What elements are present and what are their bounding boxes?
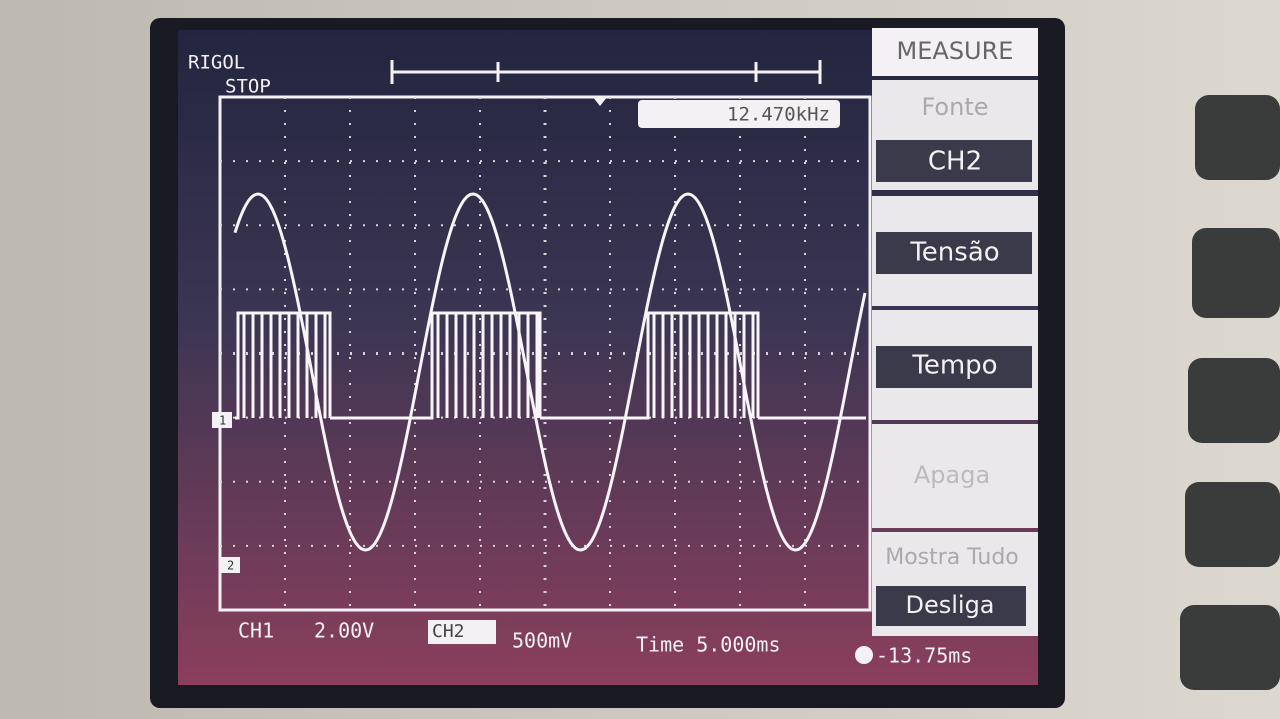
menu: MEASURE Fonte CH2 Tensão Tempo Apaga Mos… <box>872 28 1038 636</box>
soft-button[interactable] <box>1195 95 1280 180</box>
menu-label: Fonte <box>921 93 988 121</box>
menu-value: Desliga <box>905 591 994 619</box>
ch2-badge <box>428 620 496 644</box>
soft-button[interactable] <box>1185 482 1280 567</box>
status-bar: CH1 2.00V CH2 500mV Time 5.000ms -13.75m… <box>238 619 972 668</box>
menu-value-box <box>876 586 1026 626</box>
ch1-trace <box>235 311 866 420</box>
ch2-scale: 500mV <box>512 629 572 653</box>
frequency-readout: 12.470kHz <box>727 104 830 126</box>
menu-value-box <box>876 232 1032 274</box>
ch1-marker-label: 1 <box>219 414 226 428</box>
menu-label: Apaga <box>914 461 990 489</box>
ch2-marker <box>220 557 240 573</box>
menu-value-box <box>876 346 1032 388</box>
menu-value-box <box>876 140 1032 182</box>
ch2-trace <box>233 192 867 552</box>
menu-label: Tempo <box>911 351 997 381</box>
menu-value: CH2 <box>928 147 982 177</box>
ch2-marker-label: 2 <box>227 559 234 573</box>
menu-title: MEASURE <box>897 37 1014 65</box>
trigger-offset: -13.75ms <box>876 644 972 668</box>
ch1-scale: 2.00V <box>314 619 374 643</box>
ch1-marker <box>212 412 232 428</box>
run-status: STOP <box>225 76 271 98</box>
menu-label: Mostra Tudo <box>885 545 1019 570</box>
time-scale: Time 5.000ms <box>636 633 781 657</box>
memory-bar <box>390 60 822 84</box>
menu-label: Tensão <box>909 238 999 268</box>
readout-box <box>638 100 840 128</box>
menu-title-box <box>872 28 1038 76</box>
ch1-label: CH1 <box>238 619 274 643</box>
soft-button[interactable] <box>1180 605 1280 690</box>
soft-button[interactable] <box>1192 228 1280 318</box>
soft-button[interactable] <box>1188 358 1280 443</box>
trigger-icon <box>855 646 873 664</box>
soft-buttons <box>1180 95 1280 690</box>
menu-item[interactable] <box>872 424 1038 528</box>
trigger-pos <box>592 96 608 106</box>
brand: RIGOL <box>188 52 245 74</box>
ch2-label: CH2 <box>432 621 465 642</box>
